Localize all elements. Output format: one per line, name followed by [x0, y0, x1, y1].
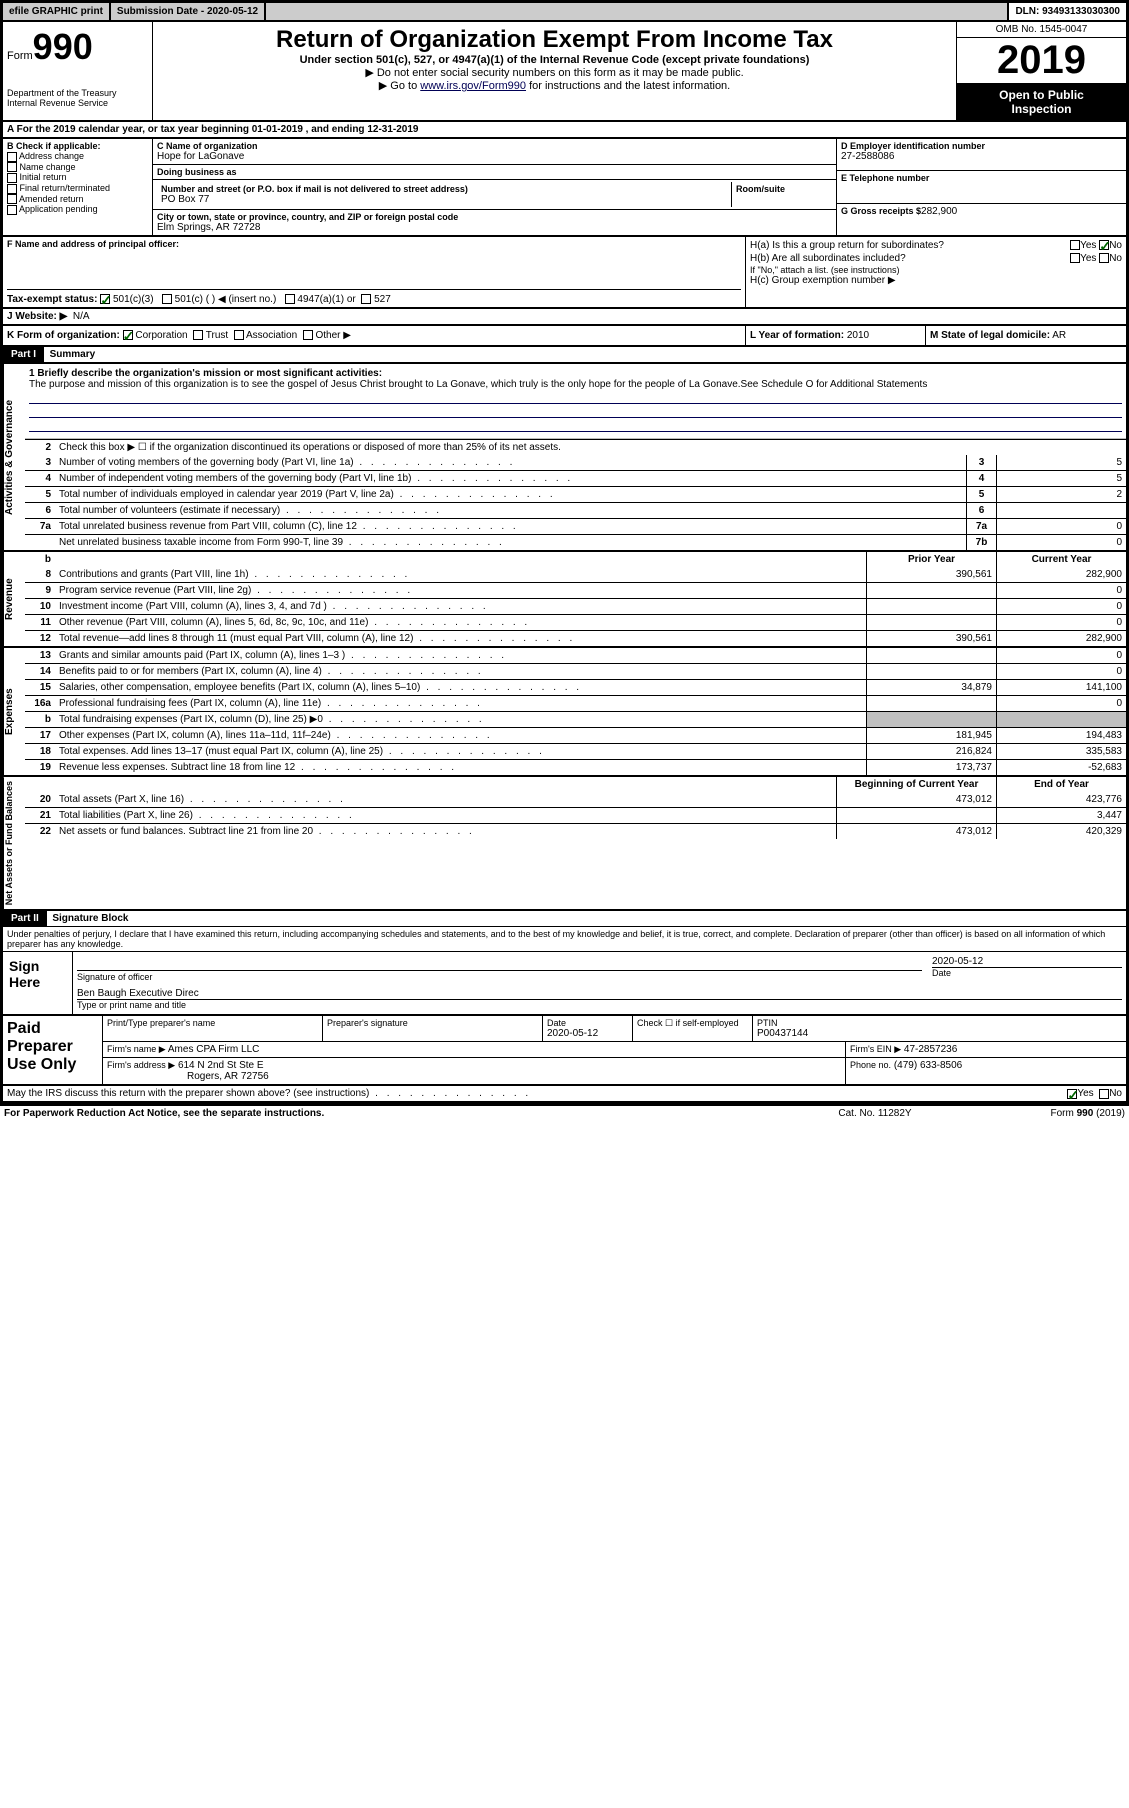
form-header: Form990 Department of the Treasury Inter…	[3, 22, 1126, 122]
c-name-label: C Name of organization	[157, 141, 832, 151]
section-d: D Employer identification number 27-2588…	[836, 139, 1126, 235]
hb-note: If "No," attach a list. (see instruction…	[750, 265, 1122, 275]
submission-label: Submission Date - 2020-05-12	[111, 3, 266, 20]
paperwork-notice: For Paperwork Reduction Act Notice, see …	[4, 1108, 775, 1119]
ha-yes[interactable]	[1070, 240, 1080, 250]
part2-decl: Under penalties of perjury, I declare th…	[3, 927, 1126, 952]
tax-year: 2019	[957, 38, 1126, 84]
discuss-yes[interactable]	[1067, 1089, 1077, 1099]
b-opt-amended[interactable]: Amended return	[7, 194, 148, 205]
dept-treasury: Department of the Treasury	[7, 88, 148, 98]
hc-label: H(c) Group exemption number ▶	[750, 275, 1122, 286]
b-opt-name[interactable]: Name change	[7, 162, 148, 173]
discuss-no[interactable]	[1099, 1089, 1109, 1099]
d-gross: 282,900	[921, 206, 957, 217]
dln: DLN: 93493133030300	[1009, 3, 1126, 20]
c-street-label: Number and street (or P.O. box if mail i…	[161, 184, 727, 194]
side-expenses: Expenses	[3, 648, 25, 775]
open-inspection: Open to PublicInspection	[957, 84, 1126, 120]
paid-preparer-label: Paid Preparer Use Only	[3, 1016, 103, 1084]
firm-ein: 47-2857236	[904, 1044, 957, 1055]
form-footer: Form 990 (2019)	[975, 1108, 1125, 1119]
f-value	[7, 249, 741, 289]
c-dba-label: Doing business as	[157, 167, 832, 177]
c-room-label: Room/suite	[736, 184, 828, 194]
b-opt-final[interactable]: Final return/terminated	[7, 183, 148, 194]
prior-year-header: Prior Year	[866, 552, 996, 567]
c-city: Elm Springs, AR 72728	[157, 222, 832, 233]
i-527-check[interactable]	[361, 294, 371, 304]
section-c: C Name of organization Hope for LaGonave…	[153, 139, 836, 235]
section-b: B Check if applicable: Address change Na…	[3, 139, 153, 235]
i-label: Tax-exempt status:	[7, 294, 97, 305]
l-value: 2010	[847, 330, 869, 341]
irs-link[interactable]: www.irs.gov/Form990	[420, 80, 526, 92]
k-assoc[interactable]	[234, 330, 244, 340]
side-governance: Activities & Governance	[3, 364, 25, 550]
part2-header: Part II Signature Block	[3, 911, 1126, 927]
begin-year-header: Beginning of Current Year	[836, 777, 996, 792]
b-opt-address[interactable]: Address change	[7, 151, 148, 162]
side-revenue: Revenue	[3, 552, 25, 646]
b-header: B Check if applicable:	[7, 141, 148, 151]
hb-yes[interactable]	[1070, 253, 1080, 263]
form-number: 990	[33, 26, 93, 67]
m-value: AR	[1052, 330, 1066, 341]
j-label: J Website: ▶	[7, 311, 67, 322]
b-opt-initial[interactable]: Initial return	[7, 172, 148, 183]
cat-no: Cat. No. 11282Y	[775, 1108, 975, 1119]
end-year-header: End of Year	[996, 777, 1126, 792]
ptin: P00437144	[757, 1028, 808, 1039]
sig-officer-label: Signature of officer	[77, 970, 922, 982]
efile-label: efile GRAPHIC print	[3, 3, 111, 20]
k-other[interactable]	[303, 330, 313, 340]
k-trust[interactable]	[193, 330, 203, 340]
i-501c3-check[interactable]	[100, 294, 110, 304]
hb-no[interactable]	[1099, 253, 1109, 263]
k-label: K Form of organization:	[7, 330, 120, 341]
b-opt-pending[interactable]: Application pending	[7, 204, 148, 215]
j-value: N/A	[73, 311, 90, 322]
line2: Check this box ▶ ☐ if the organization d…	[55, 440, 1126, 455]
d-ein-label: D Employer identification number	[841, 141, 1122, 151]
d-ein: 27-2588086	[841, 151, 1122, 162]
line1-label: 1 Briefly describe the organization's mi…	[29, 368, 382, 379]
firm-addr1: 614 N 2nd St Ste E	[178, 1060, 264, 1071]
firm-name: Ames CPA Firm LLC	[168, 1044, 260, 1055]
c-name: Hope for LaGonave	[157, 151, 832, 162]
d-gross-label: G Gross receipts $	[841, 206, 921, 216]
firm-phone: (479) 633-8506	[894, 1060, 962, 1071]
form-note1: ▶ Do not enter social security numbers o…	[157, 66, 952, 79]
topbar-spacer	[266, 3, 1009, 20]
part1-header: Part I Summary	[3, 347, 1126, 364]
c-street: PO Box 77	[161, 194, 727, 205]
sign-here-label: Sign Here	[3, 952, 73, 1014]
ha-no[interactable]	[1099, 240, 1109, 250]
line1-text: The purpose and mission of this organiza…	[29, 379, 927, 390]
form-note2: ▶ Go to www.irs.gov/Form990 for instruct…	[157, 79, 952, 92]
topbar: efile GRAPHIC print Submission Date - 20…	[3, 3, 1126, 22]
form-prefix: Form	[7, 50, 33, 62]
k-corp[interactable]	[123, 330, 133, 340]
ha-label: H(a) Is this a group return for subordin…	[750, 240, 1070, 251]
omb-number: OMB No. 1545-0047	[957, 22, 1126, 38]
side-net: Net Assets or Fund Balances	[3, 777, 25, 909]
i-501c-check[interactable]	[162, 294, 172, 304]
current-year-header: Current Year	[996, 552, 1126, 567]
section-a: A For the 2019 calendar year, or tax yea…	[3, 122, 1126, 139]
form-subtitle: Under section 501(c), 527, or 4947(a)(1)…	[157, 54, 952, 66]
c-city-label: City or town, state or province, country…	[157, 212, 832, 222]
firm-addr2: Rogers, AR 72756	[187, 1071, 269, 1082]
d-phone-label: E Telephone number	[841, 173, 1122, 183]
hb-label: H(b) Are all subordinates included?	[750, 253, 1070, 264]
discuss-question: May the IRS discuss this return with the…	[7, 1088, 1067, 1099]
sig-name: Ben Baugh Executive Direc	[77, 988, 199, 999]
form-title: Return of Organization Exempt From Incom…	[157, 26, 952, 54]
f-label: F Name and address of principal officer:	[7, 239, 741, 249]
i-4947-check[interactable]	[285, 294, 295, 304]
dept-irs: Internal Revenue Service	[7, 98, 148, 108]
